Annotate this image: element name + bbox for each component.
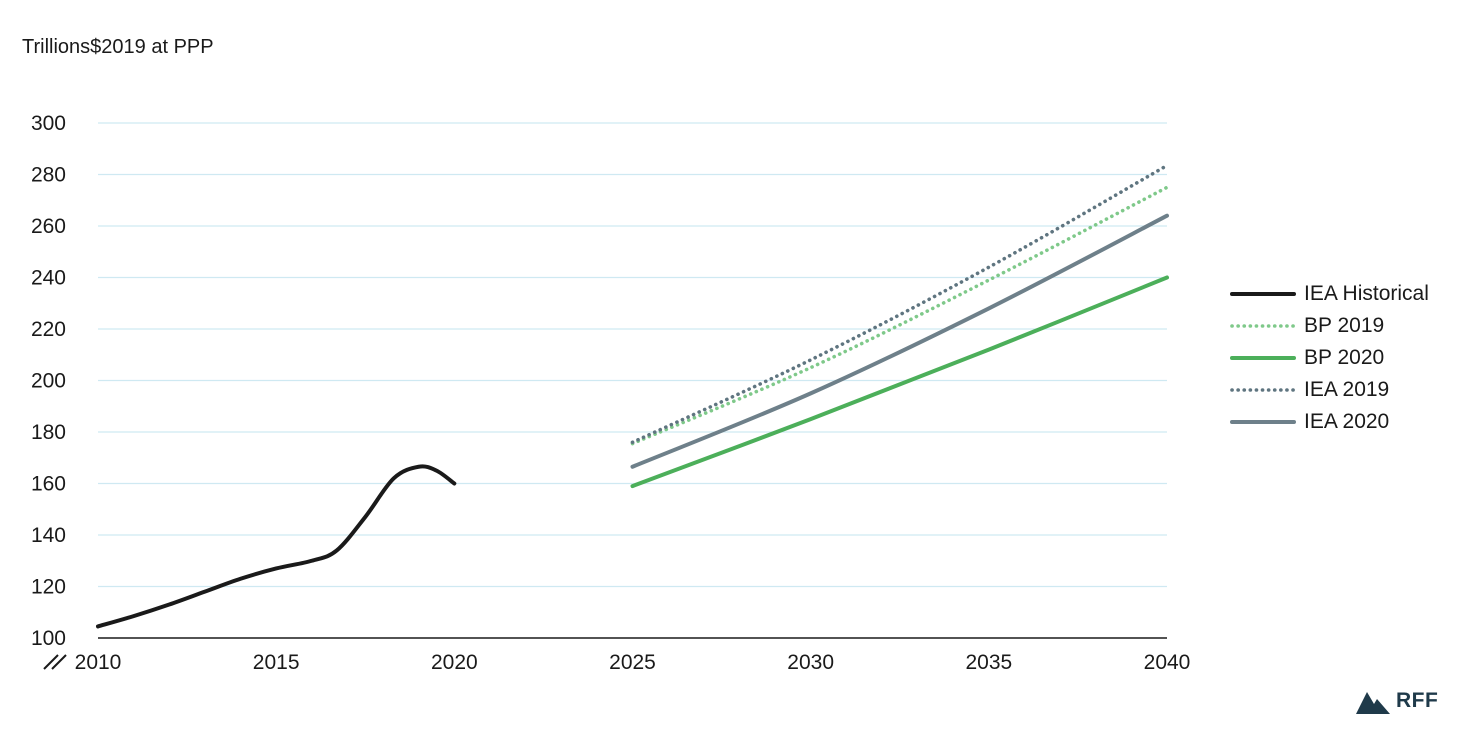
legend-swatch [1230,356,1296,360]
x-tick-label: 2040 [1144,651,1191,674]
y-tick-label: 300 [31,112,66,135]
legend-item: IEA Historical [1230,278,1429,310]
series-line-iea-historical [96,464,457,629]
mountain-logo-icon [1356,692,1390,714]
legend-label: IEA Historical [1304,282,1429,305]
y-tick-label: 220 [31,318,66,341]
legend-label: BP 2020 [1304,346,1385,369]
y-axis-unit-label: Trillions$2019 at PPP [22,36,214,58]
y-tick-label: 160 [31,473,66,496]
y-tick-label: 120 [31,576,66,599]
legend-label: IEA 2020 [1304,410,1390,433]
y-tick-label: 280 [31,164,66,187]
legend-item: BP 2019 [1230,310,1429,342]
legend-swatch [1230,420,1296,424]
legend-item: IEA 2019 [1230,374,1429,406]
axis-break-icon [43,654,67,670]
legend-label: BP 2019 [1304,314,1385,337]
legend-item: BP 2020 [1230,342,1429,374]
y-tick-label: 140 [31,524,66,547]
series-lines [96,163,1169,629]
legend-swatch [1230,388,1296,392]
legend: IEA Historical BP 2019 BP 2020 IEA 2019 IEA … [1230,278,1429,438]
y-tick-label: 200 [31,370,66,393]
x-tick-label: 2025 [609,651,656,674]
legend-swatch [1230,292,1296,296]
series-line-iea-2019 [630,163,1169,445]
y-tick-label: 100 [31,627,66,650]
grid-lines [98,122,1167,639]
y-tick-label: 180 [31,421,66,444]
rff-logo: RFF [1356,688,1438,714]
legend-item: IEA 2020 [1230,406,1429,438]
x-tick-label: 2010 [75,651,122,674]
x-tick-label: 2020 [431,651,478,674]
legend-label: IEA 2019 [1304,378,1390,401]
y-tick-label: 240 [31,267,66,290]
legend-swatch [1230,324,1296,328]
x-tick-label: 2015 [253,651,300,674]
x-tick-labels: 2010 2015 2020 2025 2030 2035 2040 [75,651,1191,674]
series-line-iea-2020 [630,213,1169,469]
x-tick-label: 2030 [787,651,834,674]
y-tick-label: 260 [31,215,66,238]
x-tick-label: 2035 [965,651,1012,674]
series-line-bp-2020 [630,275,1169,489]
logo-text: RFF [1396,689,1439,712]
y-tick-labels: 100 120 140 160 180 200 220 240 260 280 300 [31,112,66,650]
series-line-bp-2019 [630,185,1169,446]
